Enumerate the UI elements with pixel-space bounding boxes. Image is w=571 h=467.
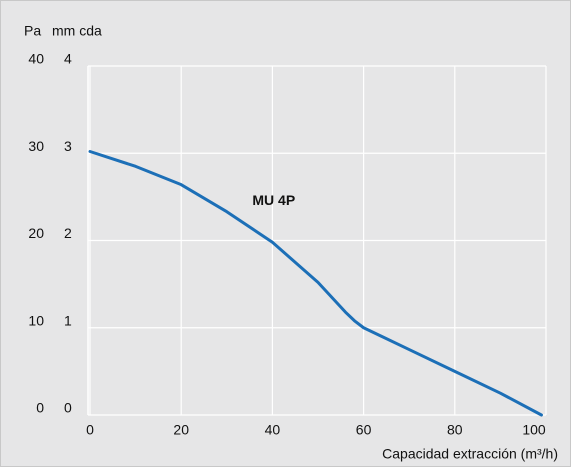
y2-tick-label: 2	[64, 225, 72, 241]
data-line	[88, 150, 543, 417]
x-tick-label: 20	[173, 422, 189, 438]
y2-axis-label: mm cda	[52, 23, 102, 39]
y2-tick-label: 3	[64, 138, 72, 154]
x-tick-label: 100	[522, 422, 546, 438]
x-tick-label: 80	[447, 422, 463, 438]
y-tick-label: 10	[28, 312, 44, 328]
x-tick-label: 0	[86, 422, 94, 438]
y2-tick-label: 4	[64, 51, 72, 67]
y-tick-label: 0	[36, 400, 44, 416]
y-tick-label: 30	[28, 138, 44, 154]
y-tick-label: 20	[28, 225, 44, 241]
x-tick-label: 60	[356, 422, 372, 438]
y-axis-label: Pa	[24, 23, 41, 39]
y-tick-label: 40	[28, 51, 44, 67]
y2-tick-label: 1	[64, 312, 72, 328]
series-annotation: MU 4P	[252, 192, 295, 208]
y2-tick-label: 0	[64, 400, 72, 416]
x-axis-label: Capacidad extracción (m³/h)	[382, 446, 558, 462]
x-tick-label: 40	[265, 422, 281, 438]
